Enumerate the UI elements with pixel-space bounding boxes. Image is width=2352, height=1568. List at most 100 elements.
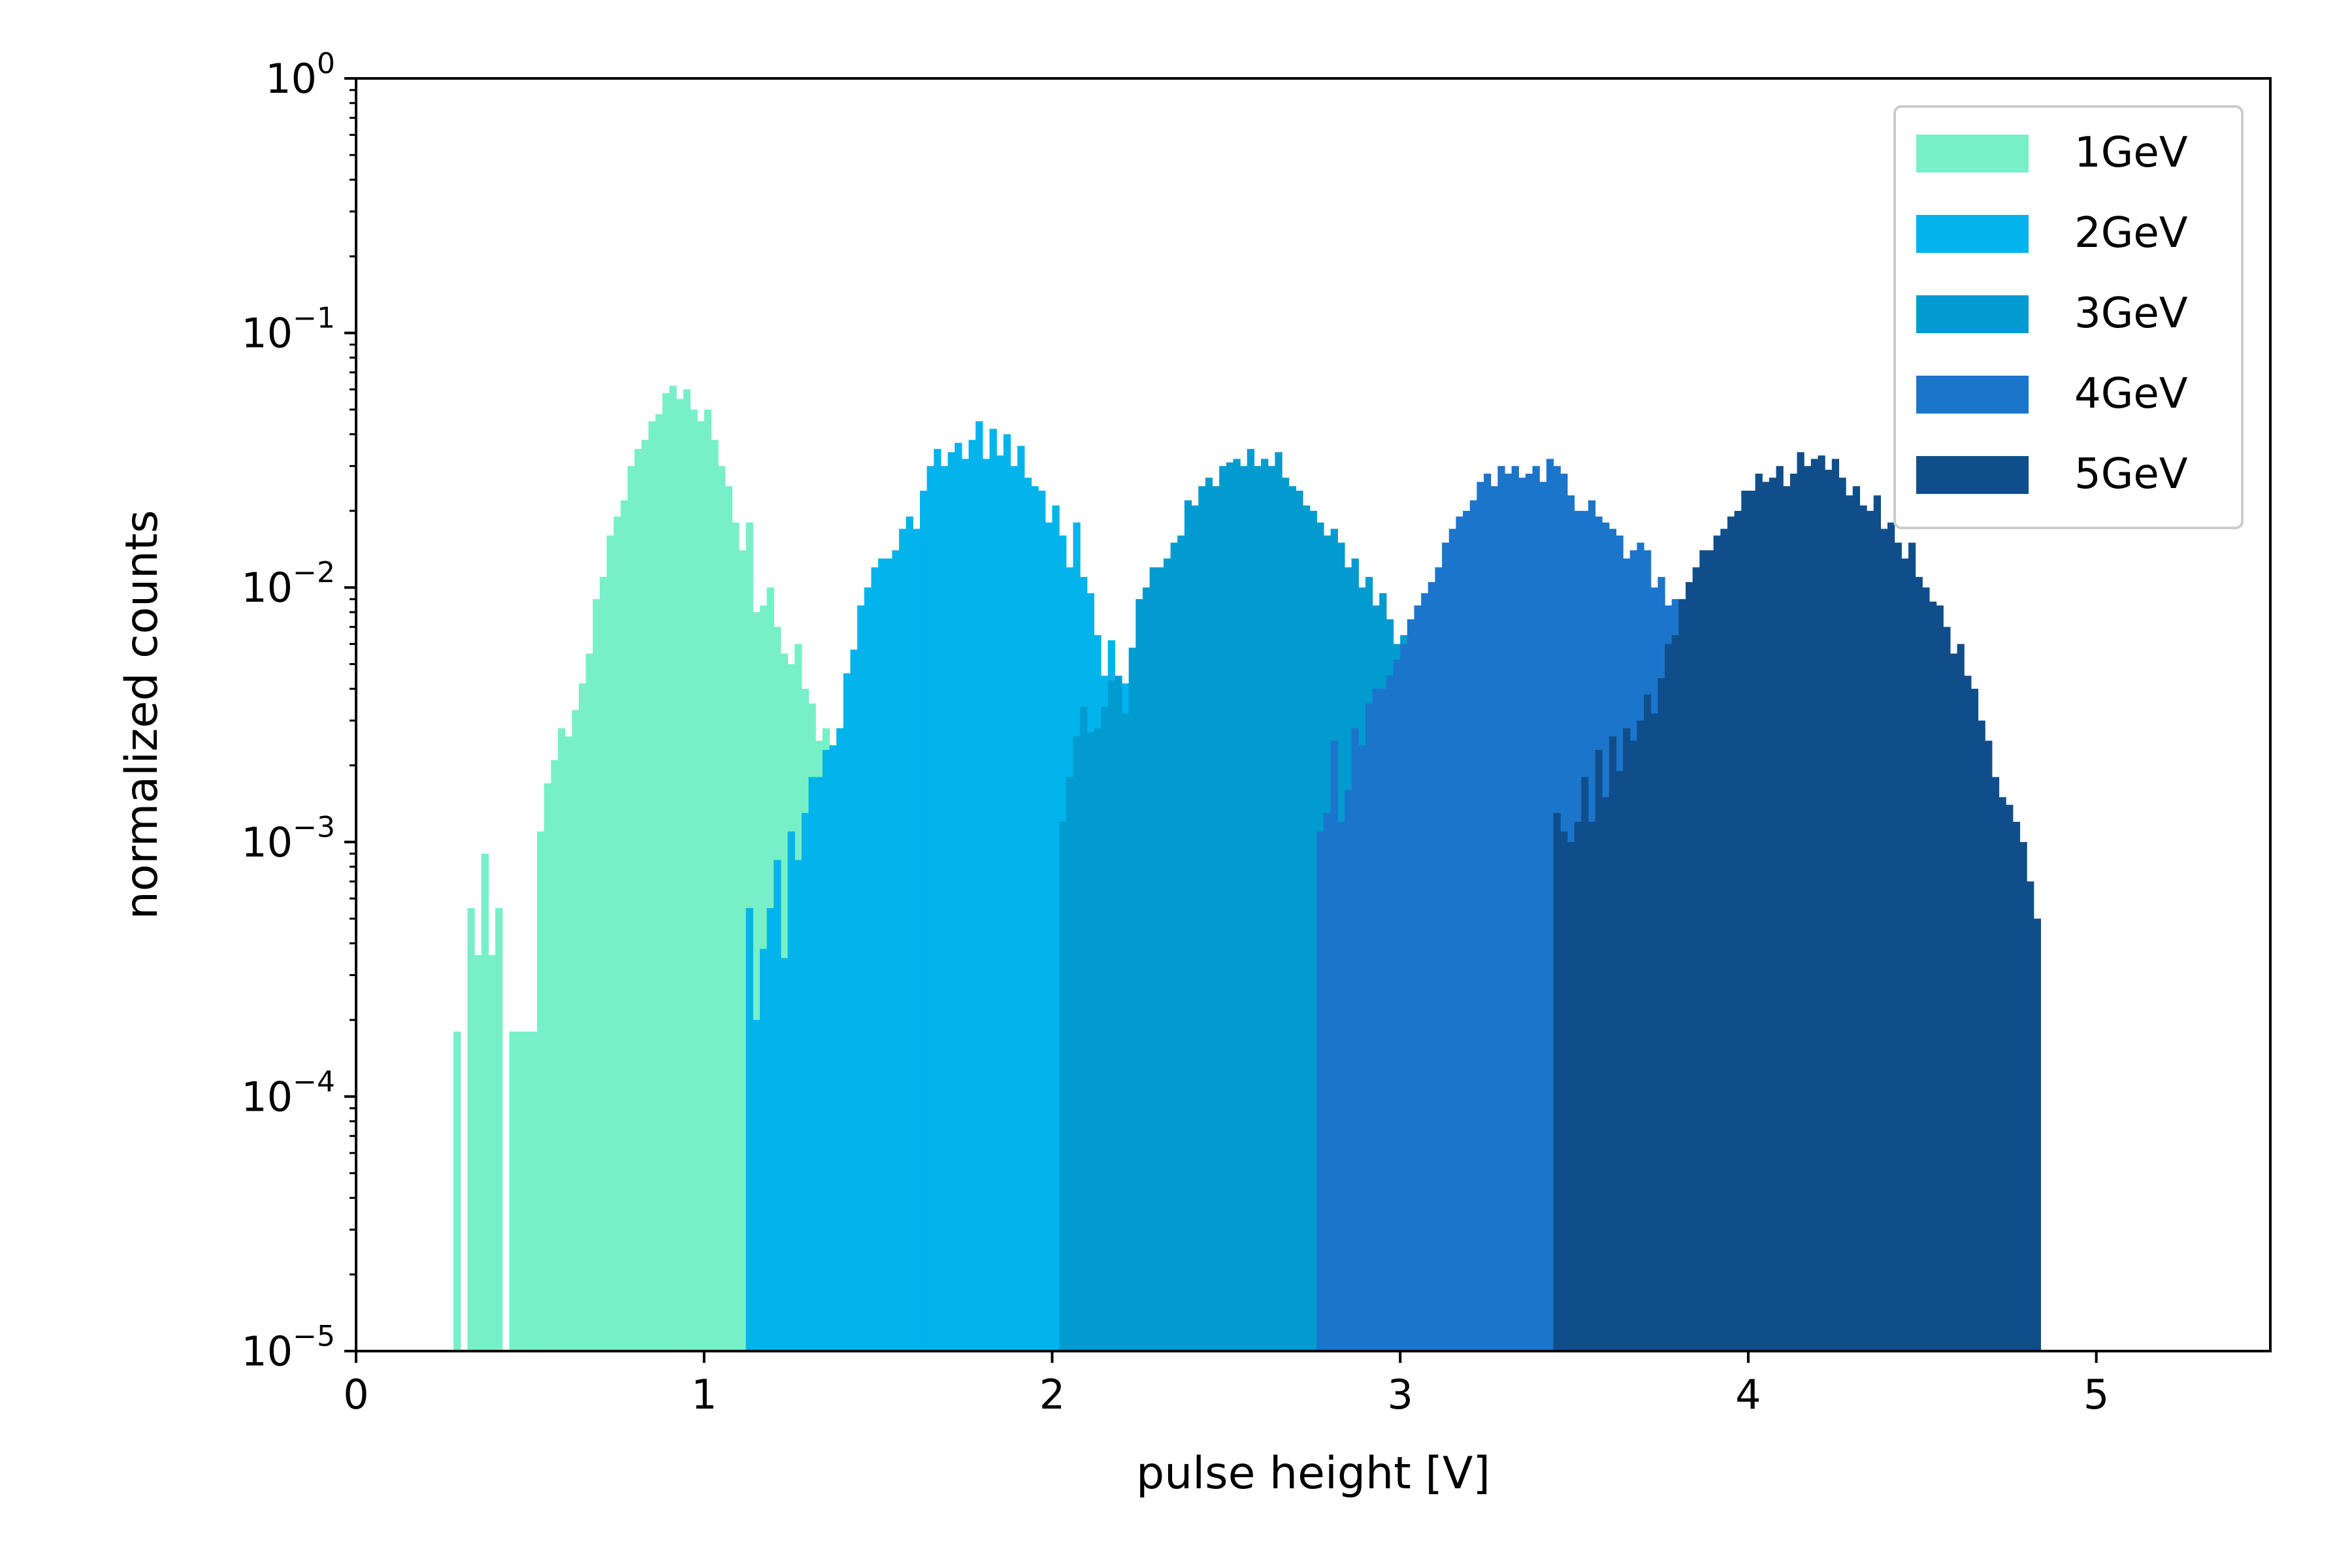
y-tick-label-5: 100 (265, 47, 335, 103)
legend-swatch-3GeV (1916, 295, 2029, 333)
bar-2GeV-43 (1045, 522, 1053, 1351)
bar-4GeV-15 (1421, 593, 1429, 1351)
legend-swatch-1GeV (1916, 135, 2029, 172)
bar-1GeV-4 (488, 955, 496, 1351)
bar-2GeV-12 (829, 745, 837, 1351)
bar-5GeV-67 (2019, 841, 2027, 1351)
bar-2GeV-44 (1052, 505, 1060, 1352)
bar-5GeV-20 (1692, 567, 1700, 1351)
bar-1GeV-9 (530, 1031, 538, 1351)
legend-label-5GeV: 5GeV (2074, 450, 2188, 498)
y-axis-label: normalized counts (116, 510, 168, 920)
bar-3GeV-5 (1094, 728, 1102, 1351)
bar-4GeV-12 (1400, 644, 1408, 1351)
bar-5GeV-2 (1567, 841, 1575, 1351)
x-tick-label-4: 4 (1735, 1371, 1761, 1418)
bar-1GeV-30 (676, 399, 684, 1351)
bar-3GeV-33 (1288, 486, 1296, 1352)
bar-5GeV-43 (1852, 486, 1860, 1352)
bar-1GeV-2 (474, 955, 482, 1351)
bar-5GeV-37 (1810, 459, 1819, 1351)
bar-4GeV-10 (1386, 676, 1394, 1351)
bar-1GeV-16 (578, 683, 587, 1351)
bar-5GeV-25 (1727, 516, 1735, 1351)
bar-5GeV-59 (1964, 676, 1972, 1351)
bar-4GeV-33 (1546, 459, 1554, 1351)
bar-1GeV-32 (690, 409, 698, 1351)
bar-1GeV-33 (697, 421, 705, 1352)
bar-2GeV-8 (801, 813, 809, 1351)
bar-3GeV-20 (1198, 486, 1206, 1352)
bar-2GeV-33 (975, 421, 983, 1352)
bar-1GeV-18 (593, 599, 600, 1351)
bar-3GeV-26 (1240, 466, 1248, 1351)
bar-3GeV-7 (1107, 681, 1115, 1351)
bar-1GeV-10 (537, 831, 545, 1351)
bar-5GeV-27 (1741, 491, 1749, 1351)
bar-1GeV-13 (557, 728, 566, 1351)
bar-5GeV-65 (2006, 804, 2014, 1351)
bar-2GeV-38 (1010, 466, 1018, 1351)
bar-2GeV-22 (899, 529, 907, 1352)
bar-4GeV-0 (1316, 831, 1324, 1351)
x-axis: 0 1 2 3 4 5 (343, 1351, 2109, 1418)
bar-5GeV-62 (1985, 740, 1993, 1351)
bar-5GeV-42 (1846, 495, 1854, 1351)
bar-5GeV-24 (1720, 529, 1728, 1352)
bar-3GeV-21 (1205, 478, 1213, 1351)
bar-4GeV-23 (1477, 482, 1484, 1351)
bar-3GeV-32 (1282, 478, 1290, 1351)
bar-5GeV-7 (1602, 797, 1610, 1351)
bar-2GeV-6 (787, 831, 795, 1351)
bar-1GeV-12 (551, 760, 559, 1351)
bar-4GeV-28 (1511, 466, 1519, 1351)
bar-1GeV-38 (732, 522, 740, 1351)
bar-2GeV-9 (808, 777, 816, 1351)
y-tick-label-4: 10−1 (241, 302, 335, 357)
bar-2GeV-27 (934, 449, 941, 1351)
bar-4GeV-27 (1505, 473, 1512, 1351)
bar-2GeV-30 (955, 442, 962, 1351)
bar-3GeV-19 (1191, 505, 1199, 1352)
legend: 1GeV 2GeV 3GeV 4GeV 5GeV (1893, 105, 2244, 529)
bar-1GeV-41 (753, 612, 760, 1352)
bar-3GeV-10 (1128, 647, 1136, 1351)
bar-5GeV-64 (1999, 797, 2006, 1351)
bar-5GeV-8 (1609, 736, 1617, 1351)
bar-2GeV-37 (1003, 434, 1011, 1351)
bar-5GeV-9 (1616, 771, 1624, 1351)
bar-5GeV-34 (1789, 473, 1798, 1351)
bar-2GeV-40 (1024, 478, 1032, 1351)
bar-5GeV-44 (1859, 505, 1867, 1352)
bar-4GeV-26 (1497, 466, 1505, 1351)
bar-3GeV-16 (1170, 542, 1178, 1351)
bar-4GeV-14 (1414, 605, 1422, 1352)
bar-1GeV-17 (585, 653, 593, 1351)
histogram-bars (453, 385, 2041, 1352)
bar-5GeV-17 (1671, 635, 1679, 1351)
bar-2GeV-17 (864, 587, 872, 1352)
bar-2GeV-1 (753, 1020, 760, 1351)
bar-5GeV-49 (1894, 542, 1902, 1351)
bar-5GeV-0 (1553, 813, 1561, 1351)
bar-4GeV-6 (1358, 745, 1366, 1351)
bar-3GeV-22 (1212, 486, 1220, 1352)
bar-2GeV-20 (885, 558, 892, 1351)
bar-2GeV-14 (843, 673, 851, 1351)
bar-4GeV-18 (1442, 542, 1450, 1351)
bar-5GeV-11 (1629, 740, 1638, 1351)
bar-4GeV-31 (1532, 466, 1540, 1351)
bar-3GeV-28 (1254, 466, 1262, 1351)
bar-2GeV-3 (766, 907, 774, 1351)
bar-5GeV-40 (1831, 459, 1840, 1351)
bar-5GeV-12 (1637, 720, 1644, 1351)
bar-1GeV-29 (669, 385, 677, 1351)
bar-5GeV-4 (1581, 777, 1589, 1351)
bar-4GeV-8 (1372, 689, 1380, 1351)
bar-4GeV-2 (1330, 740, 1338, 1351)
bar-4GeV-11 (1393, 659, 1401, 1351)
bar-1GeV-24 (634, 449, 642, 1351)
bar-2GeV-16 (857, 605, 865, 1352)
bar-5GeV-39 (1825, 470, 1833, 1351)
bar-3GeV-18 (1184, 500, 1192, 1351)
